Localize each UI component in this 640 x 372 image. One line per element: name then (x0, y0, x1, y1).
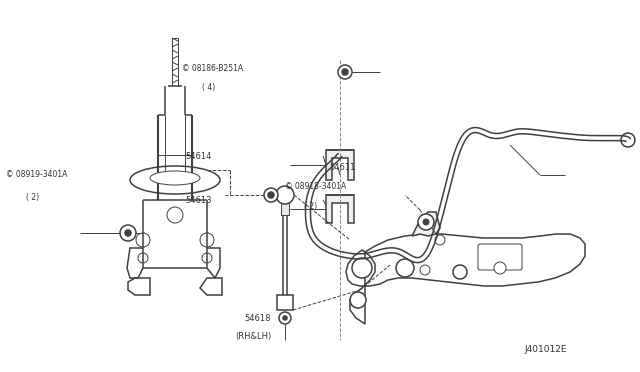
Circle shape (423, 219, 429, 225)
Polygon shape (326, 150, 354, 180)
Circle shape (350, 292, 366, 308)
Text: 54614: 54614 (186, 152, 212, 161)
Text: 54613: 54613 (186, 196, 212, 205)
Text: 54618: 54618 (244, 314, 271, 323)
Text: J401012E: J401012E (525, 345, 567, 354)
Circle shape (621, 133, 635, 147)
Circle shape (435, 235, 445, 245)
Polygon shape (326, 195, 354, 223)
Text: 54611: 54611 (330, 163, 356, 172)
Text: ( 2): ( 2) (304, 202, 317, 211)
Circle shape (342, 69, 348, 75)
Circle shape (167, 207, 183, 223)
Polygon shape (412, 212, 440, 236)
Circle shape (420, 265, 430, 275)
Circle shape (264, 188, 278, 202)
Text: ( 4): ( 4) (202, 83, 215, 92)
Circle shape (276, 186, 294, 204)
Text: © 08919-3401A: © 08919-3401A (6, 170, 68, 179)
Circle shape (396, 259, 414, 277)
Circle shape (494, 262, 506, 274)
Circle shape (279, 312, 291, 324)
Text: © 08186-B251A: © 08186-B251A (182, 64, 244, 73)
Circle shape (418, 214, 434, 230)
Text: ( 2): ( 2) (26, 193, 39, 202)
Text: © 08918-3401A: © 08918-3401A (285, 182, 346, 190)
Circle shape (283, 316, 287, 320)
Circle shape (453, 265, 467, 279)
Text: (RH&LH): (RH&LH) (236, 332, 272, 341)
Circle shape (125, 230, 131, 236)
Circle shape (352, 258, 372, 278)
Circle shape (268, 192, 274, 198)
Ellipse shape (150, 171, 200, 185)
Circle shape (338, 65, 352, 79)
Polygon shape (281, 195, 289, 215)
Circle shape (120, 225, 136, 241)
